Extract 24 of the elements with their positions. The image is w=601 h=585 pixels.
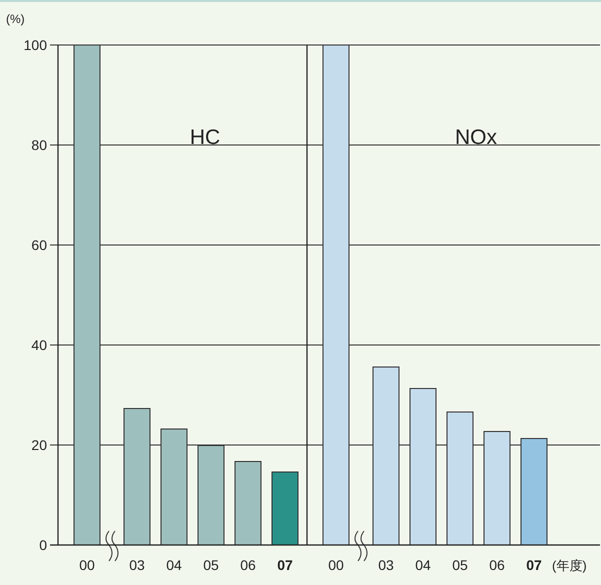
x-tick-label: 07 [526,557,542,573]
y-tick-label: 60 [31,237,48,253]
x-tick-label: 07 [277,557,293,573]
x-tick-label: 04 [415,557,431,573]
y-tick-label: 100 [24,37,48,53]
x-tick-label: 05 [452,557,468,573]
y-tick-label: 0 [39,537,48,553]
bar [272,472,298,546]
x-tick-label: 00 [328,557,344,573]
y-axis-title: (%) [6,12,25,26]
y-tick-label: 80 [31,137,48,153]
y-tick-label: 20 [31,437,48,453]
x-tick-label: 05 [203,557,219,573]
text: HC [190,126,220,149]
x-tick-label: 03 [378,557,394,573]
x-tick-label: 06 [489,557,505,573]
x-tick-label: 06 [240,557,256,573]
x-tick-label: 04 [166,557,182,573]
text: NOx [455,126,498,149]
bar [234,461,262,546]
x-tick-label: 03 [129,557,145,573]
x-tick-label: 00 [79,557,95,573]
y-tick-label: 40 [31,337,48,353]
x-axis-title: (年度) [552,558,587,573]
